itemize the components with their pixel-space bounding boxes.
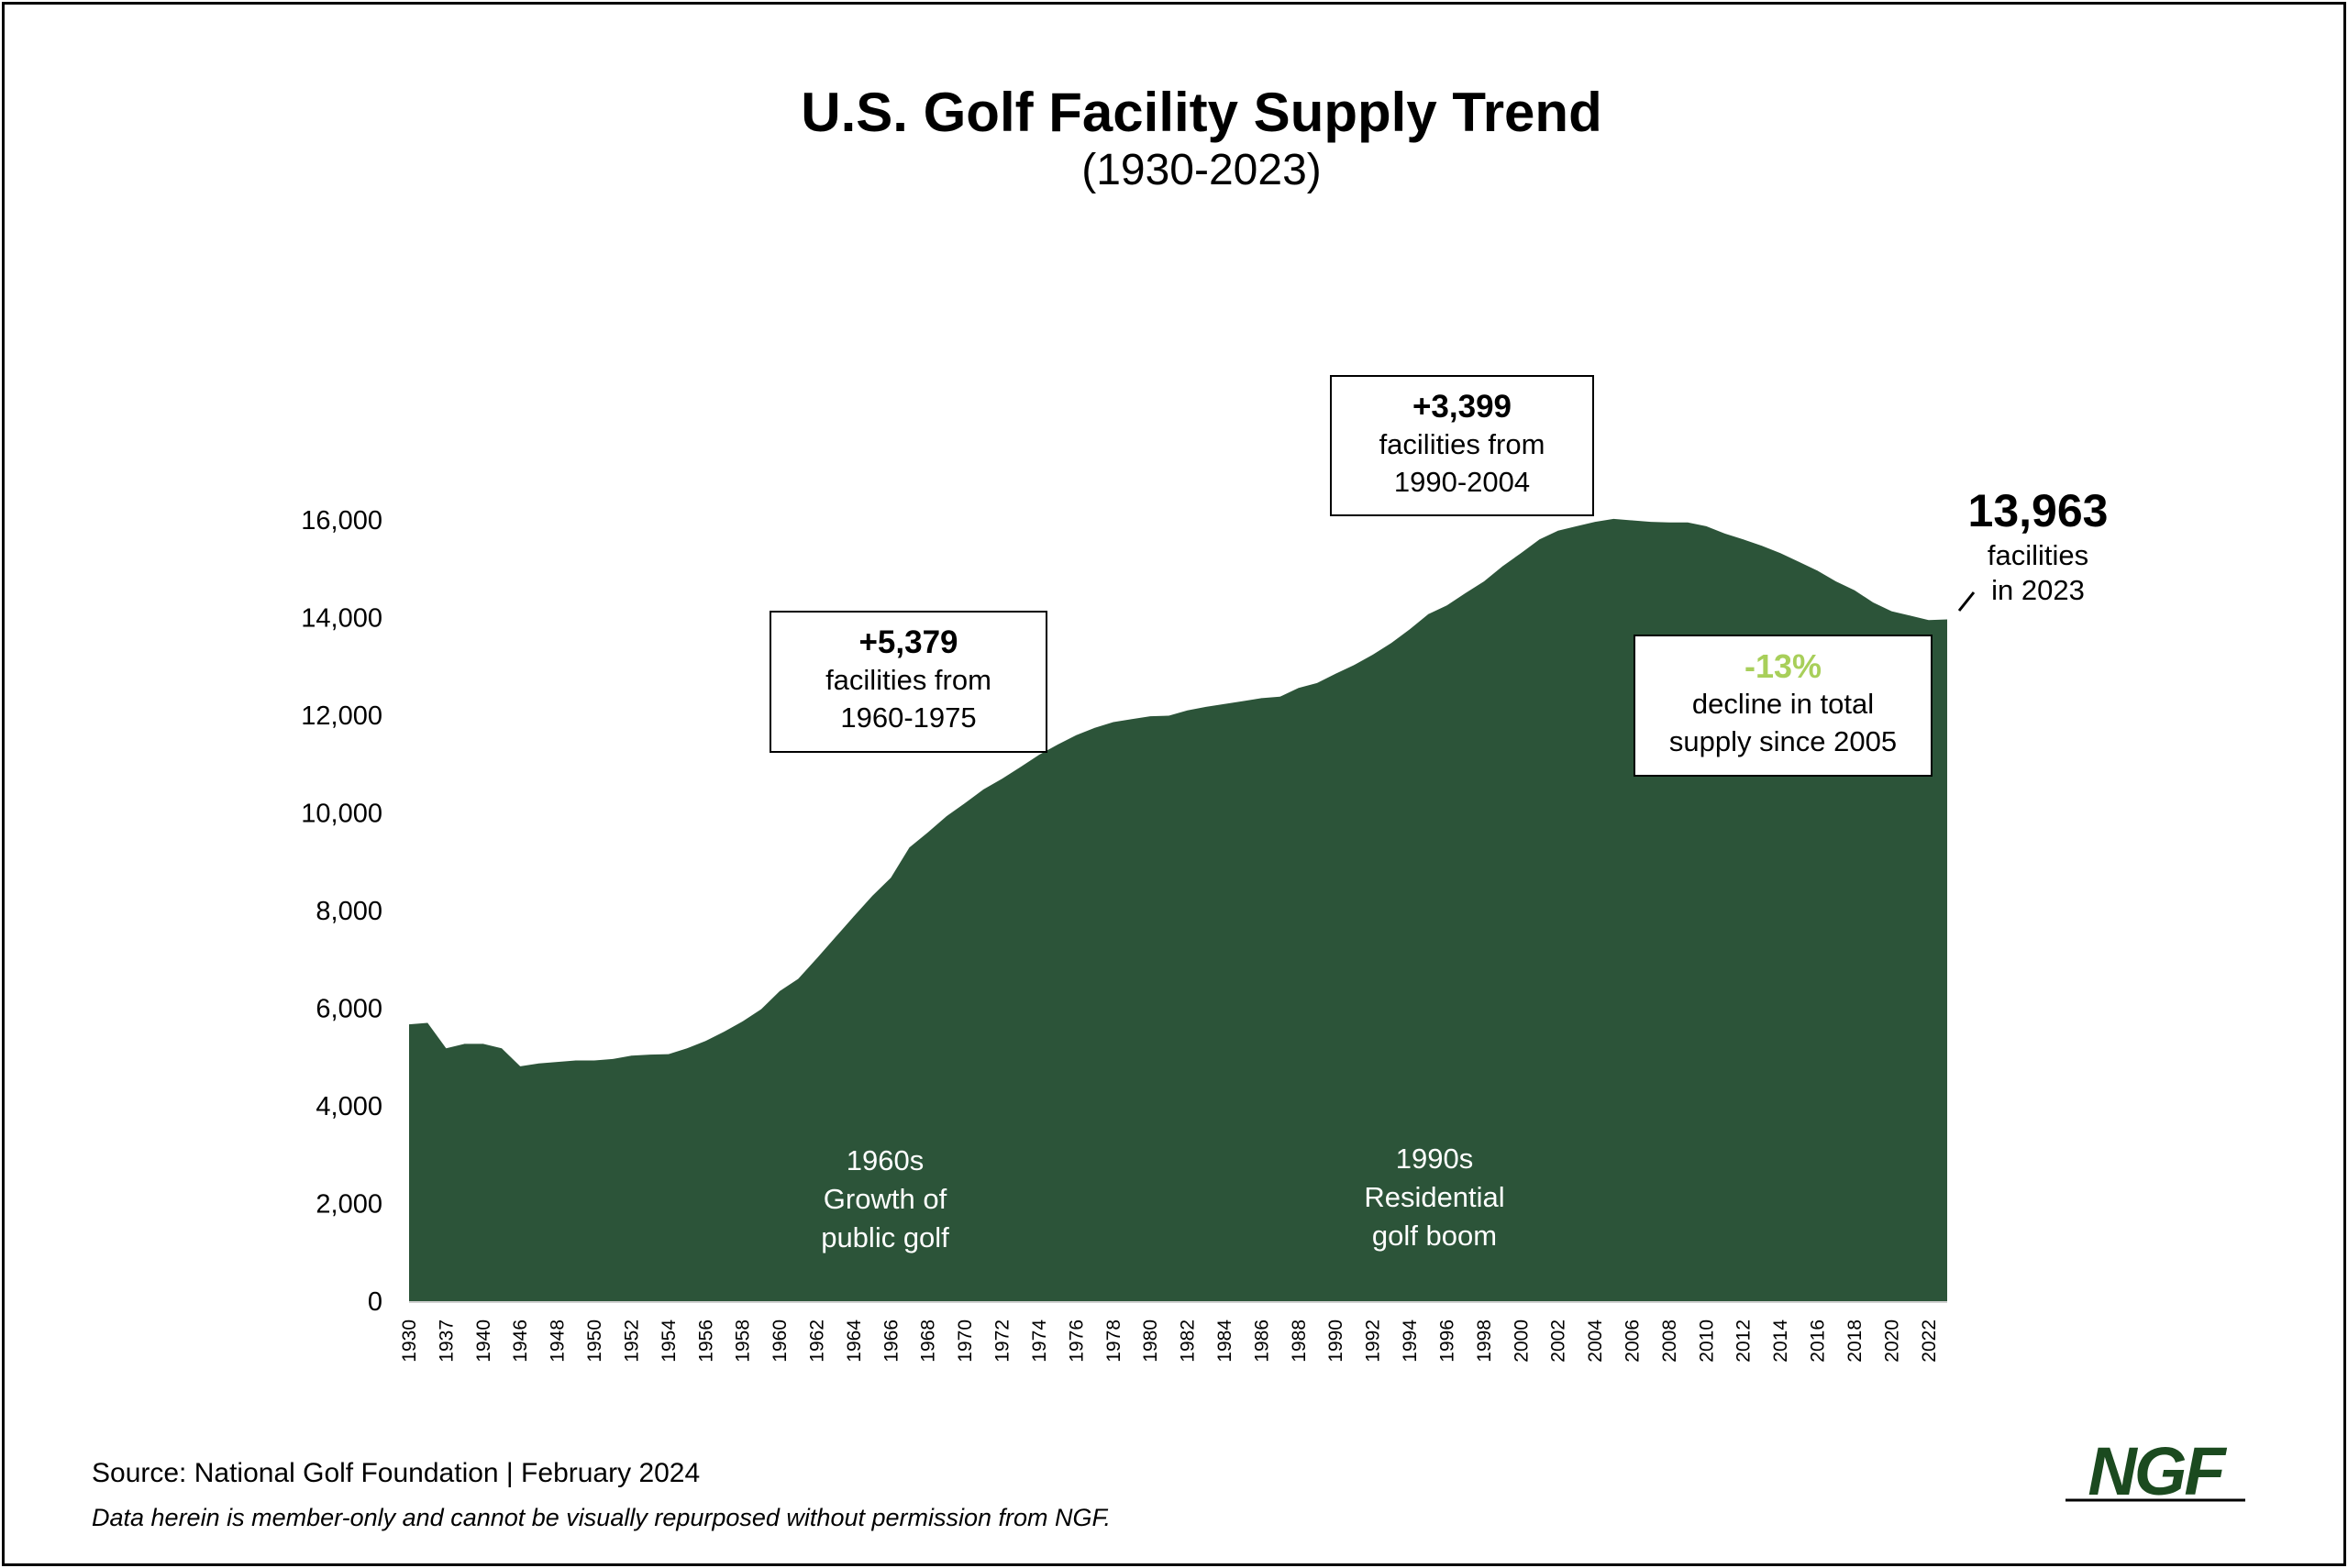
x-tick-label: 2006 bbox=[1623, 1320, 1644, 1363]
y-tick-label: 0 bbox=[368, 1287, 382, 1317]
era-label-line: Growth of bbox=[823, 1183, 947, 1215]
x-tick-label: 1974 bbox=[1029, 1320, 1050, 1363]
annotation-text: 1990-2004 bbox=[1393, 466, 1531, 498]
y-tick-label: 8,000 bbox=[316, 897, 382, 926]
x-tick-label: 1950 bbox=[584, 1320, 605, 1363]
annotation-text: facilities from bbox=[1379, 428, 1545, 460]
annotation-growth-1990: +3,399 facilities from 1990-2004 bbox=[1330, 375, 1594, 516]
ngf-logo: NGF bbox=[2066, 1441, 2245, 1507]
era-label-line: golf boom bbox=[1371, 1220, 1498, 1252]
annotation-decline: -13% decline in total supply since 2005 bbox=[1634, 635, 1933, 777]
annotation-text: supply since 2005 bbox=[1668, 725, 1898, 757]
era-label-line: 1990s bbox=[1395, 1143, 1474, 1175]
x-tick-label: 1930 bbox=[399, 1320, 420, 1363]
x-tick-label: 1972 bbox=[992, 1320, 1013, 1363]
annotation-growth-1960: +5,379 facilities from 1960-1975 bbox=[770, 611, 1047, 753]
x-tick-label: 2014 bbox=[1770, 1320, 1791, 1363]
x-tick-label: 1982 bbox=[1178, 1320, 1199, 1363]
x-tick-label: 1986 bbox=[1251, 1320, 1272, 1363]
era-label-line: public golf bbox=[821, 1221, 949, 1253]
area-series bbox=[409, 518, 1947, 1301]
end-value-leader-line bbox=[1957, 591, 1976, 612]
y-tick-label: 16,000 bbox=[301, 506, 382, 536]
x-tick-label: 1990 bbox=[1325, 1320, 1346, 1363]
x-tick-label: 1988 bbox=[1289, 1320, 1310, 1363]
x-tick-label: 1952 bbox=[621, 1320, 642, 1363]
x-tick-label: 1964 bbox=[844, 1320, 865, 1363]
x-tick-label: 1998 bbox=[1474, 1320, 1495, 1363]
x-tick-label: 2000 bbox=[1511, 1320, 1532, 1363]
y-tick-label: 2,000 bbox=[316, 1190, 382, 1220]
x-tick-label: 1960 bbox=[770, 1320, 791, 1363]
x-tick-label: 1992 bbox=[1363, 1320, 1384, 1363]
era-label-line: Residential bbox=[1364, 1181, 1505, 1213]
source-note: Source: National Golf Foundation | Febru… bbox=[92, 1458, 701, 1488]
x-tick-label: 1954 bbox=[659, 1320, 680, 1363]
x-tick-label: 1966 bbox=[880, 1320, 902, 1363]
chart-title: U.S. Golf Facility Supply Trend bbox=[801, 82, 1602, 143]
x-tick-label: 1976 bbox=[1066, 1320, 1087, 1363]
y-tick-label: 10,000 bbox=[301, 800, 382, 829]
x-tick-label: 1996 bbox=[1436, 1320, 1457, 1363]
era-label-line: 1960s bbox=[846, 1144, 925, 1176]
x-tick-label: 2004 bbox=[1585, 1320, 1606, 1363]
x-tick-label: 1978 bbox=[1103, 1320, 1124, 1363]
y-tick-label: 6,000 bbox=[316, 995, 382, 1024]
chart-subtitle: (1930-2023) bbox=[1081, 146, 1322, 194]
x-tick-label: 1946 bbox=[510, 1320, 531, 1363]
y-tick-label: 14,000 bbox=[301, 604, 382, 634]
era-label-1990s: 1990s Residential golf boom bbox=[1288, 1140, 1581, 1255]
annotation-text: decline in total bbox=[1691, 688, 1875, 720]
annotation-text: 1960-1975 bbox=[840, 701, 977, 734]
end-value-text: facilities bbox=[1987, 539, 2089, 571]
x-tick-label: 1956 bbox=[695, 1320, 716, 1363]
y-tick-label: 4,000 bbox=[316, 1092, 382, 1121]
x-tick-label: 2018 bbox=[1844, 1320, 1866, 1363]
x-tick-label: 2008 bbox=[1659, 1320, 1680, 1363]
x-tick-label: 1937 bbox=[436, 1320, 457, 1363]
x-tick-label: 1958 bbox=[733, 1320, 754, 1363]
x-tick-label: 1962 bbox=[807, 1320, 828, 1363]
x-tick-label: 2012 bbox=[1733, 1320, 1755, 1363]
annotation-end-value: 13,963 facilities in 2023 bbox=[1908, 483, 2168, 608]
x-tick-label: 1970 bbox=[955, 1320, 976, 1363]
x-tick-label: 1948 bbox=[548, 1320, 569, 1363]
end-value-text: in 2023 bbox=[1991, 574, 2085, 606]
disclaimer: Data herein is member-only and cannot be… bbox=[92, 1504, 1112, 1531]
annotation-headline: +3,399 bbox=[1412, 389, 1512, 425]
annotation-headline: -13% bbox=[1744, 647, 1822, 685]
x-tick-label: 2022 bbox=[1919, 1320, 1940, 1363]
x-tick-label: 2010 bbox=[1696, 1320, 1717, 1363]
x-tick-label: 1980 bbox=[1140, 1320, 1161, 1363]
x-tick-label: 1940 bbox=[473, 1320, 494, 1363]
x-tick-label: 2002 bbox=[1548, 1320, 1569, 1363]
svg-text:NGF: NGF bbox=[2088, 1441, 2227, 1507]
x-tick-label: 1994 bbox=[1400, 1320, 1421, 1363]
annotation-headline: +5,379 bbox=[858, 624, 958, 660]
x-tick-label: 2020 bbox=[1881, 1320, 1902, 1363]
end-value-number: 13,963 bbox=[1967, 485, 2109, 536]
era-label-1960s: 1960s Growth of public golf bbox=[738, 1142, 1032, 1257]
x-tick-label: 2016 bbox=[1808, 1320, 1829, 1363]
y-tick-label: 12,000 bbox=[301, 701, 382, 731]
x-tick-label: 1984 bbox=[1214, 1320, 1235, 1363]
x-tick-label: 1968 bbox=[918, 1320, 939, 1363]
annotation-text: facilities from bbox=[825, 664, 991, 696]
